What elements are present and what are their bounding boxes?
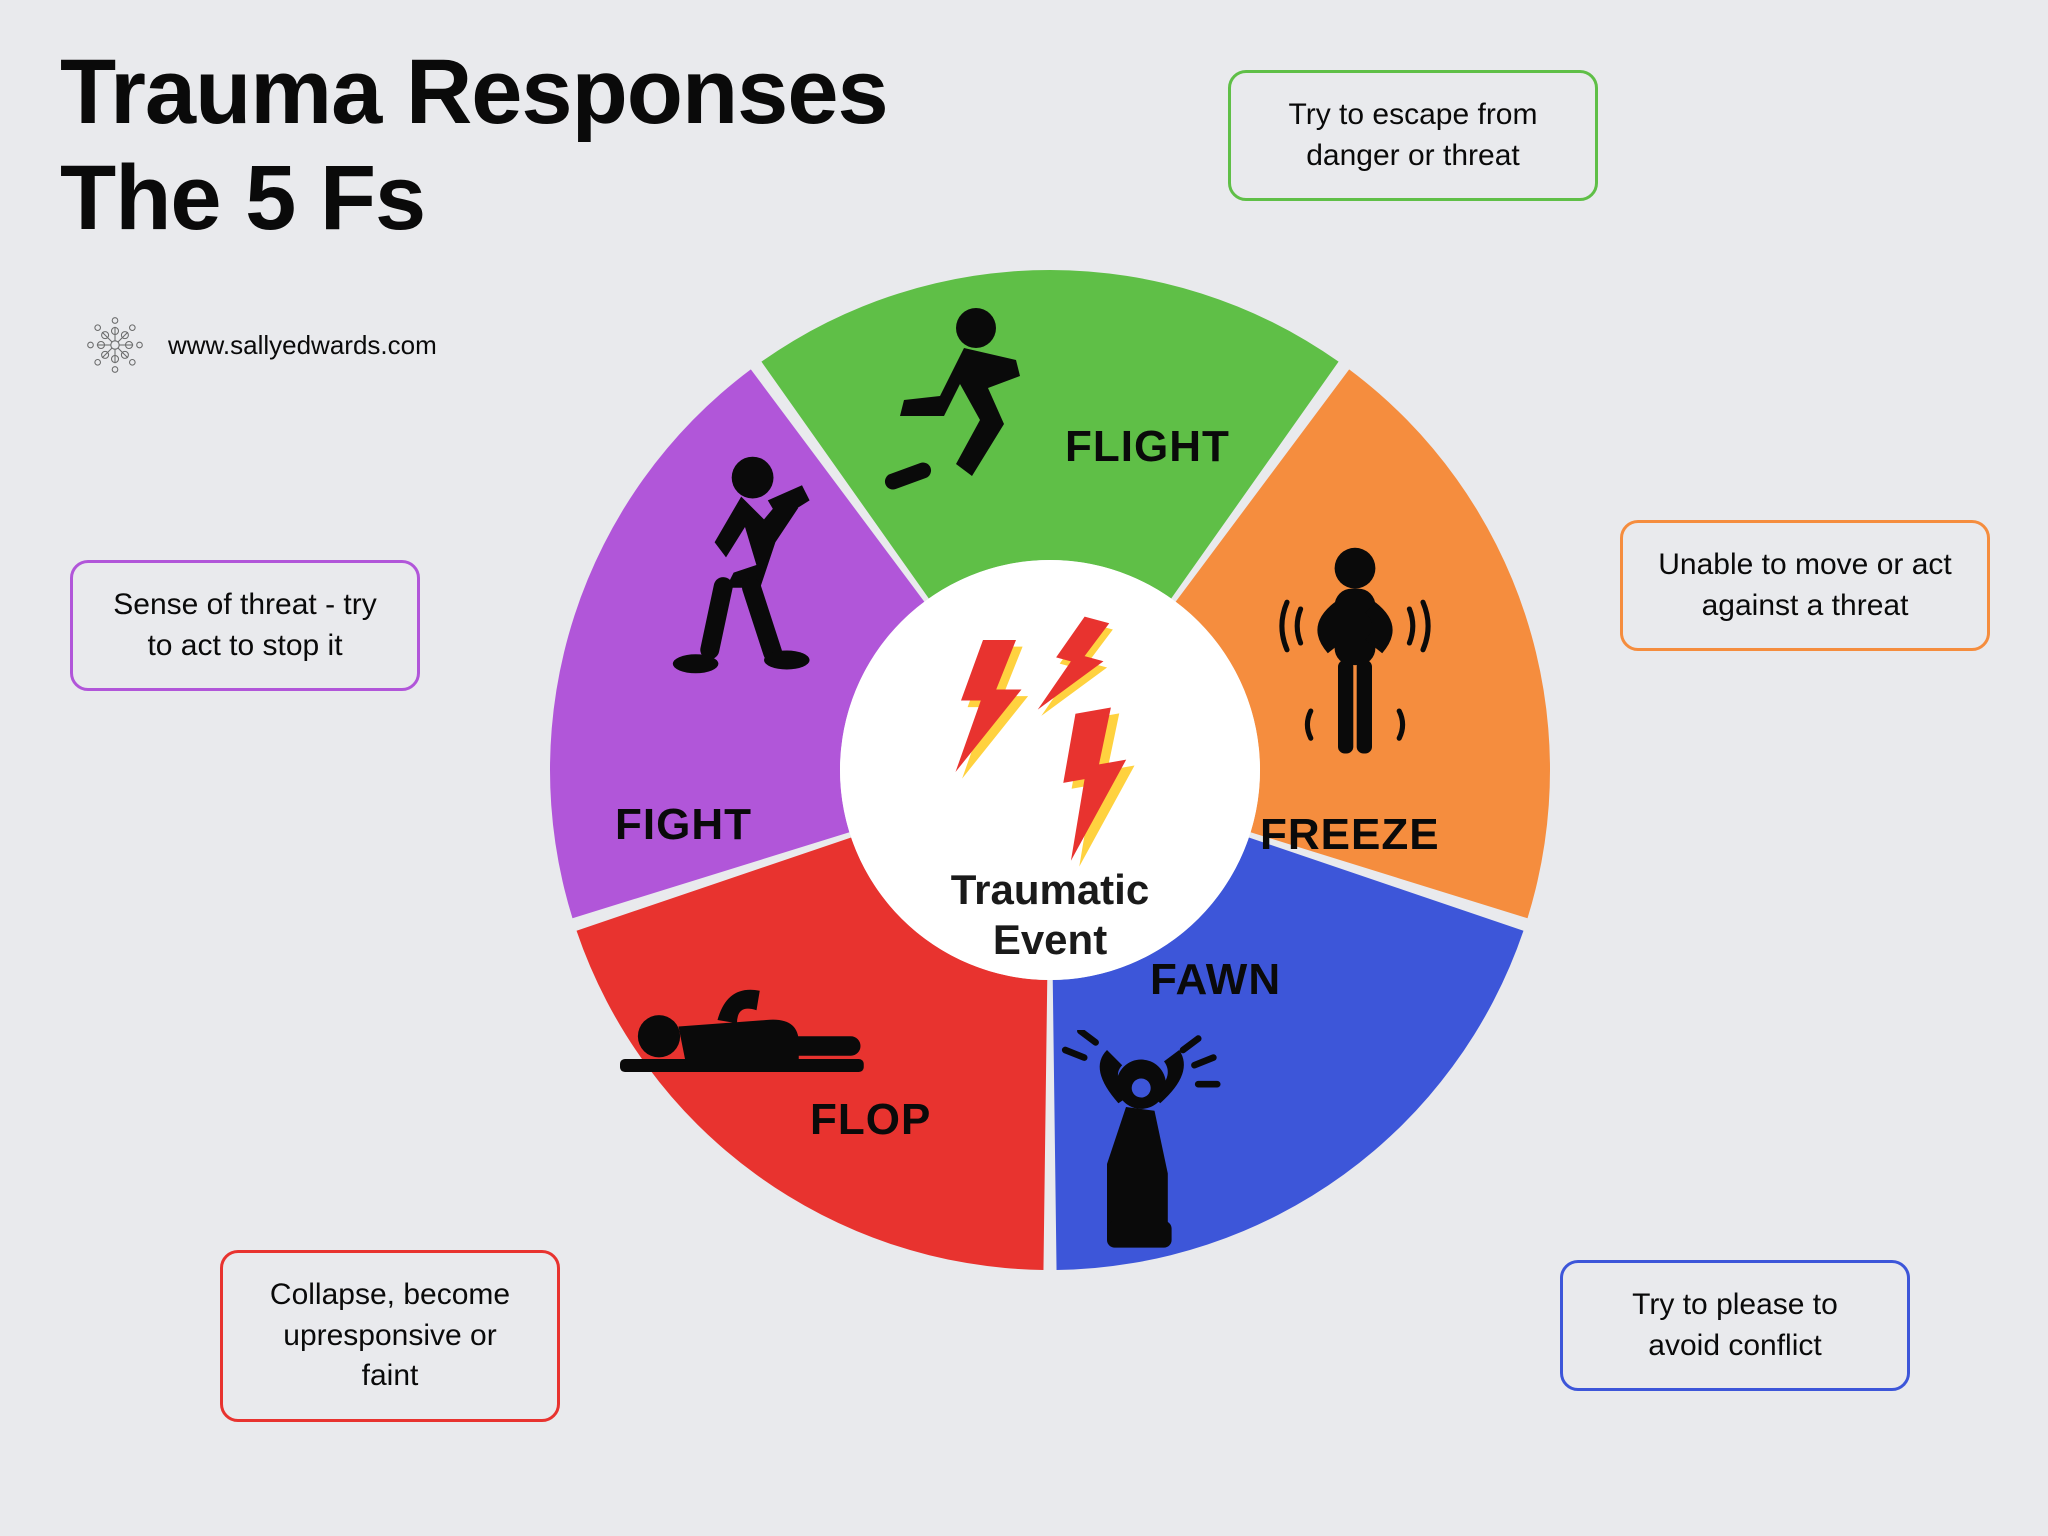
desc-box-flight: Try to escape from danger or threat bbox=[1228, 70, 1598, 201]
center-label: Traumatic Event bbox=[920, 865, 1180, 966]
desc-box-flop: Collapse, become upresponsive or faint bbox=[220, 1250, 560, 1422]
desc-box-fight: Sense of threat - try to act to stop it bbox=[70, 560, 420, 691]
page-title: Trauma Responses The 5 Fs bbox=[60, 40, 888, 252]
attribution: www.sallyedwards.com bbox=[80, 310, 437, 380]
segment-label-flop: FLOP bbox=[810, 1095, 931, 1145]
fawn-icon bbox=[1050, 1030, 1240, 1260]
segment-label-fight: FIGHT bbox=[615, 800, 752, 850]
run-icon bbox=[860, 300, 1060, 500]
desc-box-fawn: Try to please to avoid conflict bbox=[1560, 1260, 1910, 1391]
desc-box-freeze: Unable to move or act against a threat bbox=[1620, 520, 1990, 651]
title-line-2: The 5 Fs bbox=[60, 147, 425, 249]
attribution-url: www.sallyedwards.com bbox=[168, 330, 437, 361]
freeze-icon bbox=[1270, 540, 1440, 780]
mandala-icon bbox=[80, 310, 150, 380]
segment-label-flight: FLIGHT bbox=[1065, 422, 1230, 472]
segment-label-fawn: FAWN bbox=[1150, 955, 1281, 1005]
flop-icon bbox=[620, 950, 880, 1090]
fight-icon bbox=[650, 450, 840, 680]
title-line-1: Trauma Responses bbox=[60, 41, 888, 143]
segment-label-freeze: FREEZE bbox=[1260, 810, 1440, 860]
